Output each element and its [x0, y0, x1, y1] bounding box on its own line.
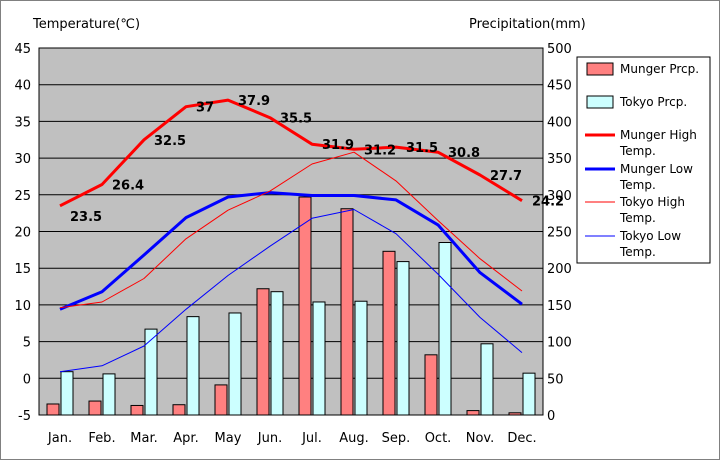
y-right-tick-label: 250	[547, 226, 572, 241]
legend-label: Munger Low Temp.	[619, 162, 693, 192]
legend-label: Tokyo Prcp.	[619, 95, 687, 109]
bar	[396, 261, 410, 416]
y-right-tick-label: 50	[547, 372, 564, 387]
y-left-tick-label: -5	[18, 409, 31, 424]
y-right-tick-label: 300	[547, 189, 572, 204]
bar	[270, 291, 284, 416]
legend: Munger Prcp. Tokyo Prcp. Munger High Temp. M…	[576, 56, 711, 264]
x-tick-label: Feb.	[88, 431, 115, 446]
y-left-tick-label: 5	[23, 336, 31, 351]
series-lines	[59, 98, 523, 373]
y-left-tick-label: 25	[14, 189, 31, 204]
bar	[256, 288, 270, 416]
y-right-tick-label: 400	[547, 115, 572, 130]
x-tick-label: Oct.	[425, 431, 452, 446]
y-right-tick-label: 100	[547, 336, 572, 351]
bar	[88, 400, 102, 416]
data-label: 32.5	[154, 134, 186, 149]
bar	[228, 312, 242, 416]
y-right-tick-label: 350	[547, 152, 572, 167]
legend-label: Tokyo Low Temp.	[619, 229, 681, 259]
y-left-tick-label: 10	[14, 299, 31, 314]
x-tick-label: Jan.	[47, 431, 72, 446]
x-tick-label: Sep.	[382, 431, 411, 446]
series-line	[59, 209, 523, 373]
y-right-tick-label: 0	[547, 409, 555, 424]
x-tick-label: Dec.	[507, 431, 536, 446]
data-label: 31.9	[322, 138, 354, 153]
data-label: 31.2	[364, 143, 396, 158]
y-left-tick-label: 40	[14, 79, 31, 94]
x-tick-label: Jun.	[257, 431, 282, 446]
bar	[186, 316, 200, 416]
y-right-tick-label: 450	[547, 79, 572, 94]
series-line	[59, 151, 523, 309]
data-label: 23.5	[70, 210, 102, 225]
legend-swatch	[586, 95, 614, 109]
data-label: 37	[196, 101, 214, 116]
bar	[340, 208, 354, 416]
y-left-tick-label: 35	[14, 115, 31, 130]
legend-label: Munger Prcp.	[620, 62, 699, 76]
bar	[60, 371, 74, 416]
data-label: 31.5	[406, 141, 438, 156]
bar	[424, 354, 438, 416]
bar	[522, 372, 536, 416]
bar	[382, 250, 396, 416]
bar	[102, 373, 116, 416]
legend-label: Tokyo High Temp.	[619, 195, 685, 225]
x-tick-label: Jul.	[301, 431, 322, 446]
y-left-tick-label: 0	[23, 372, 31, 387]
y-left-axis-label: Temperature(℃)	[32, 17, 140, 32]
bar	[214, 384, 228, 416]
tick-labels: -505101520253035404505010015020025030035…	[14, 42, 571, 446]
grid-lines	[39, 84, 543, 379]
data-label: 35.5	[280, 112, 312, 127]
data-label: 27.7	[490, 169, 522, 184]
bars	[46, 196, 536, 416]
x-tick-label: Apr.	[173, 431, 198, 446]
data-label: 37.9	[238, 94, 270, 109]
legend-label: Munger High Temp.	[619, 128, 697, 158]
bar	[438, 242, 452, 416]
y-right-axis-label: Precipitation(mm)	[469, 17, 586, 32]
bar	[298, 196, 312, 416]
bar	[466, 410, 480, 416]
series-line	[59, 191, 523, 311]
y-left-tick-label: 30	[14, 152, 31, 167]
x-tick-label: Aug.	[339, 431, 369, 446]
bar	[354, 300, 368, 416]
data-label: 24.2	[532, 195, 564, 210]
data-labels: 23.5 26.4 32.5 37 37.9 35.5 31.9 31.2 31.5 30.8 27…	[70, 94, 564, 225]
y-left-tick-label: 45	[14, 42, 31, 57]
y-left-tick-label: 20	[14, 226, 31, 241]
y-right-tick-label: 500	[547, 42, 572, 57]
bar	[312, 301, 326, 416]
y-right-tick-label: 150	[547, 299, 572, 314]
series-line	[59, 98, 523, 208]
bar	[508, 412, 522, 416]
bar	[130, 404, 144, 416]
data-label: 30.8	[448, 146, 480, 161]
bar	[172, 404, 186, 416]
y-left-tick-label: 15	[14, 262, 31, 277]
bar	[46, 403, 60, 416]
data-label: 26.4	[112, 179, 144, 194]
bar	[144, 328, 158, 416]
x-tick-label: Mar.	[130, 431, 157, 446]
legend-swatch	[586, 62, 614, 76]
x-tick-label: May	[215, 431, 242, 446]
legend-box	[576, 56, 711, 264]
y-right-tick-label: 200	[547, 262, 572, 277]
x-tick-label: Nov.	[466, 431, 495, 446]
bar	[480, 343, 494, 416]
